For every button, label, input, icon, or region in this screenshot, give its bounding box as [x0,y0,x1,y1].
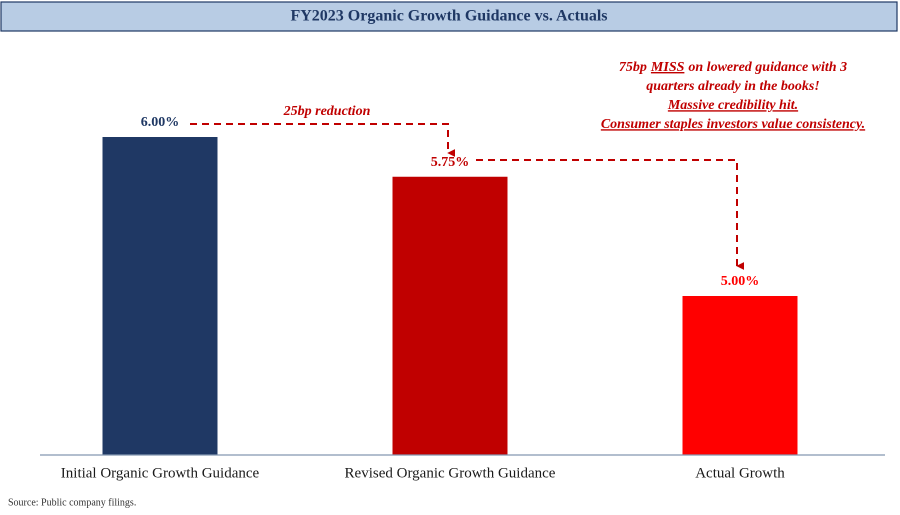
reduction-arrow [190,123,456,157]
miss-arrow [476,159,745,270]
title-bar [0,1,898,32]
value-label: 5.00% [721,274,760,289]
x-tick-label: Actual Growth [695,465,785,481]
annotation-text: on lowered guidance with 3 [688,60,847,75]
value-label: 5.75% [431,155,470,170]
arrow-label: 25bp reduction [283,104,371,119]
annotation-emphasis: MISS [650,60,685,75]
bar [392,176,508,455]
x-tick-label: Revised Organic Growth Guidance [345,465,556,481]
chart-title: FY2023 Organic Growth Guidance vs. Actua… [290,8,607,25]
x-tick-label: Initial Organic Growth Guidance [61,465,260,481]
value-label: 6.00% [141,115,180,130]
annotation-line: 75bp MISS on lowered guidance with 3 [619,60,847,75]
annotation-line: quarters already in the books! [646,79,819,94]
bar [682,296,798,455]
source-note: Source: Public company filings. [8,497,136,508]
annotation-line: Massive credibility hit. [667,98,798,113]
annotation-line: Consumer staples investors value consist… [601,117,865,132]
annotation-text: 75bp [619,60,647,75]
bar [102,137,218,455]
